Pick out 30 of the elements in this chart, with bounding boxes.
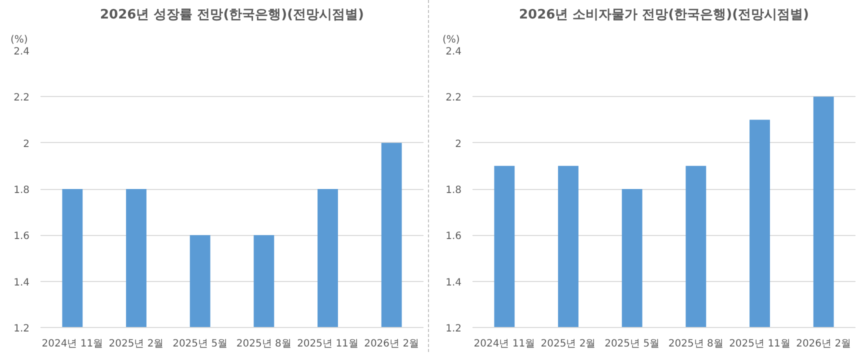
- y-tick-label: 2.4: [446, 46, 462, 58]
- x-tick-label: 2025년 11월: [297, 338, 358, 350]
- y-tick-label: 1.8: [446, 185, 462, 196]
- x-tick-label: 2026년 2월: [796, 338, 852, 350]
- x-tick-label: 2024년 11월: [474, 338, 536, 350]
- y-tick-label: 1.6: [14, 231, 30, 242]
- y-tick-label: 2.2: [446, 92, 462, 104]
- y-tick-label: 2.4: [14, 46, 30, 58]
- x-tick-label: 2025년 8월: [668, 338, 724, 350]
- y-axis-title: (%): [10, 34, 28, 46]
- chart-title: 2026년 성장률 전망(한국은행)(전망시점별): [100, 8, 364, 22]
- x-tick-label: 2025년 5월: [604, 338, 660, 350]
- y-tick-label: 1.8: [14, 185, 30, 196]
- y-tick-label: 1.2: [446, 324, 462, 334]
- y-tick-label: 1.6: [446, 231, 462, 242]
- x-tick-label: 2025년 8월: [236, 338, 292, 350]
- chart-title: 2026년 소비자물가 전망(한국은행)(전망시점별): [519, 8, 809, 22]
- x-tick-label: 2025년 2월: [540, 338, 596, 350]
- x-tick-label: 2025년 5월: [172, 338, 228, 350]
- y-tick-label: 1.2: [14, 324, 30, 334]
- y-tick-label: 1.4: [14, 277, 30, 288]
- y-tick-label: 2.2: [14, 92, 30, 104]
- x-tick-label: 2025년 2월: [108, 338, 164, 350]
- x-tick-label: 2026년 2월: [364, 338, 420, 350]
- y-axis-title: (%): [442, 34, 460, 46]
- y-tick-label: 2: [23, 138, 30, 150]
- y-tick-label: 2: [455, 138, 462, 150]
- y-tick-label: 1.4: [446, 277, 462, 288]
- x-tick-label: 2025년 11월: [729, 338, 790, 350]
- x-tick-label: 2024년 11월: [42, 338, 104, 350]
